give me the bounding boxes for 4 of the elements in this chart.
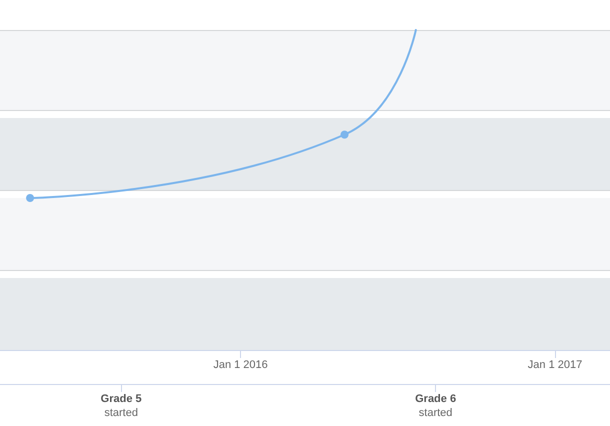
x2-tick-label: Grade 6 started — [415, 393, 456, 419]
x-tick-label: Jan 1 2016 — [213, 359, 268, 371]
x2-tick-label: Grade 5 started — [100, 393, 142, 419]
x-tick-label: Jan 1 2017 — [528, 359, 582, 371]
